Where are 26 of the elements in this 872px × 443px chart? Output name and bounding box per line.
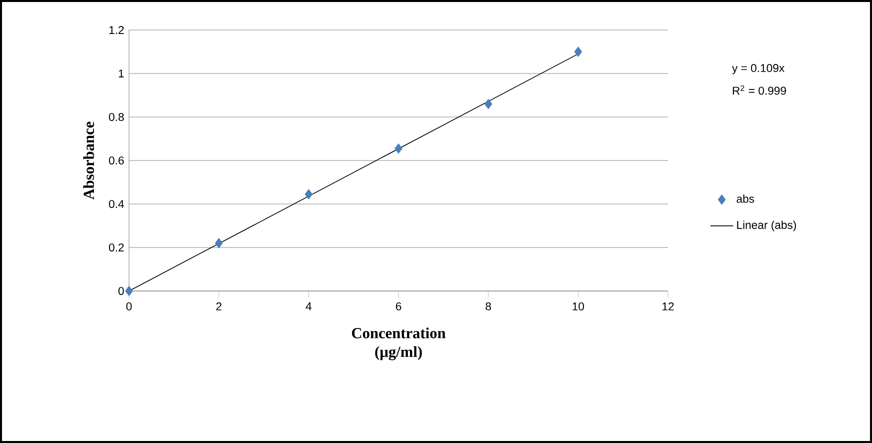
x-tick-label: 0 xyxy=(126,302,132,310)
x-tick-label: 2 xyxy=(216,302,222,310)
x-tick-label: 10 xyxy=(572,302,584,310)
point xyxy=(394,143,402,154)
y-tick-label: 0.6 xyxy=(108,156,124,165)
text: R$^{2}$ = 0.999 xyxy=(732,85,786,95)
y-tick-label: 1 xyxy=(118,70,124,78)
y-tick-label: 0.2 xyxy=(108,243,124,252)
legend-label: Linear (abs) xyxy=(737,220,796,232)
y-axis-title: Absorbance xyxy=(83,122,94,200)
y-tick-label: 1.2 xyxy=(109,26,124,34)
point xyxy=(574,46,582,57)
x-axis-title: Concentration (µg/ml) xyxy=(352,328,446,360)
x-tick-label: 8 xyxy=(486,302,491,310)
x-tick-label: 6 xyxy=(396,302,402,310)
point xyxy=(125,286,133,296)
y-tick-label: 0.8 xyxy=(108,112,124,122)
x-tick-label: 4 xyxy=(306,302,312,310)
x-tick-label: 12 xyxy=(662,302,674,310)
point xyxy=(214,238,223,248)
point xyxy=(304,189,313,200)
legend-label: abs xyxy=(736,194,754,203)
text: y = 0.109x xyxy=(732,64,784,74)
point xyxy=(484,98,492,110)
y-tick-label: 0 xyxy=(118,286,124,295)
y-tick-label: 0.4 xyxy=(108,200,124,208)
